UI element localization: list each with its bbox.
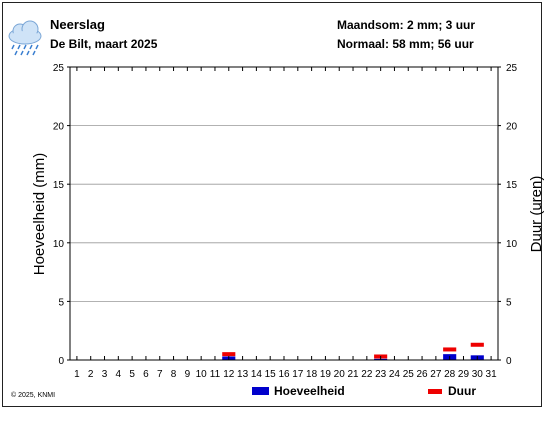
- chart-frame: [2, 2, 542, 407]
- x-tick-label: 28: [444, 369, 456, 380]
- x-tick-label: 25: [403, 369, 415, 380]
- rain-cloud-icon: [8, 20, 42, 56]
- x-tick-label: 9: [185, 369, 191, 380]
- chart-subtitle: De Bilt, maart 2025: [50, 37, 158, 51]
- y-tick-label: 20: [53, 122, 65, 133]
- grid-layer: [70, 66, 498, 302]
- x-tick-label: 14: [251, 369, 263, 380]
- x-tick-label: 13: [237, 369, 249, 380]
- y2-tick-label: 25: [506, 63, 518, 74]
- y-tick-label: 15: [53, 180, 65, 191]
- y2-tick-label: 15: [506, 180, 518, 191]
- duration-marker: [470, 342, 484, 347]
- x-tick-label: 11: [210, 369, 221, 380]
- legend-label-duration: Duur: [448, 384, 476, 398]
- x-tick-label: 8: [171, 369, 177, 380]
- y2-tick-label: 0: [506, 356, 512, 367]
- duration-marker: [222, 352, 236, 357]
- x-tick-label: 21: [347, 369, 359, 380]
- y-axis-label: Hoeveelheid (mm): [31, 153, 48, 276]
- legend-swatch-amount: [252, 387, 269, 395]
- y-tick-label: 5: [58, 297, 64, 308]
- legend-label-amount: Hoeveelheid: [274, 384, 345, 398]
- x-tick-label: 6: [143, 369, 149, 380]
- y-tick-label: 25: [53, 63, 65, 74]
- chart-title: Neerslag: [50, 17, 105, 32]
- x-tick-label: 7: [157, 369, 163, 380]
- y2-tick-label: 10: [506, 239, 518, 250]
- x-tick-label: 16: [278, 369, 290, 380]
- legend-swatch-duration: [428, 389, 442, 394]
- x-tick-label: 15: [265, 369, 277, 380]
- y-tick-label: 10: [53, 239, 65, 250]
- x-tick-label: 18: [306, 369, 318, 380]
- x-tick-label: 29: [458, 369, 470, 380]
- y-tick-label: 0: [58, 356, 64, 367]
- copyright: © 2025, KNMI: [11, 391, 55, 399]
- legend: Hoeveelheid Duur: [252, 384, 476, 398]
- x-tick-label: 3: [102, 369, 108, 380]
- y2-tick-label: 20: [506, 122, 518, 133]
- x-tick-label: 12: [223, 369, 235, 380]
- x-tick-label: 2: [88, 369, 94, 380]
- duration-marker: [443, 347, 457, 352]
- x-tick-label: 27: [430, 369, 442, 380]
- y2-tick-label: 5: [506, 297, 512, 308]
- month-total: Maandsom: 2 mm; 3 uur: [337, 18, 475, 32]
- x-tick-label: 19: [320, 369, 332, 380]
- x-tick-label: 5: [129, 369, 135, 380]
- x-tick-label: 17: [292, 369, 304, 380]
- normal-value: Normaal: 58 mm; 56 uur: [337, 37, 474, 51]
- x-tick-label: 10: [196, 369, 208, 380]
- x-tick-label: 22: [361, 369, 373, 380]
- x-tick-label: 23: [375, 369, 387, 380]
- x-tick-label: 30: [472, 369, 484, 380]
- y2-axis-label: Duur (uren): [528, 176, 545, 253]
- x-tick-label: 20: [334, 369, 346, 380]
- x-tick-label: 4: [116, 369, 122, 380]
- x-tick-label: 24: [389, 369, 401, 380]
- x-tick-label: 31: [486, 369, 498, 380]
- x-tick-label: 26: [417, 369, 429, 380]
- x-tick-label: 1: [74, 369, 80, 380]
